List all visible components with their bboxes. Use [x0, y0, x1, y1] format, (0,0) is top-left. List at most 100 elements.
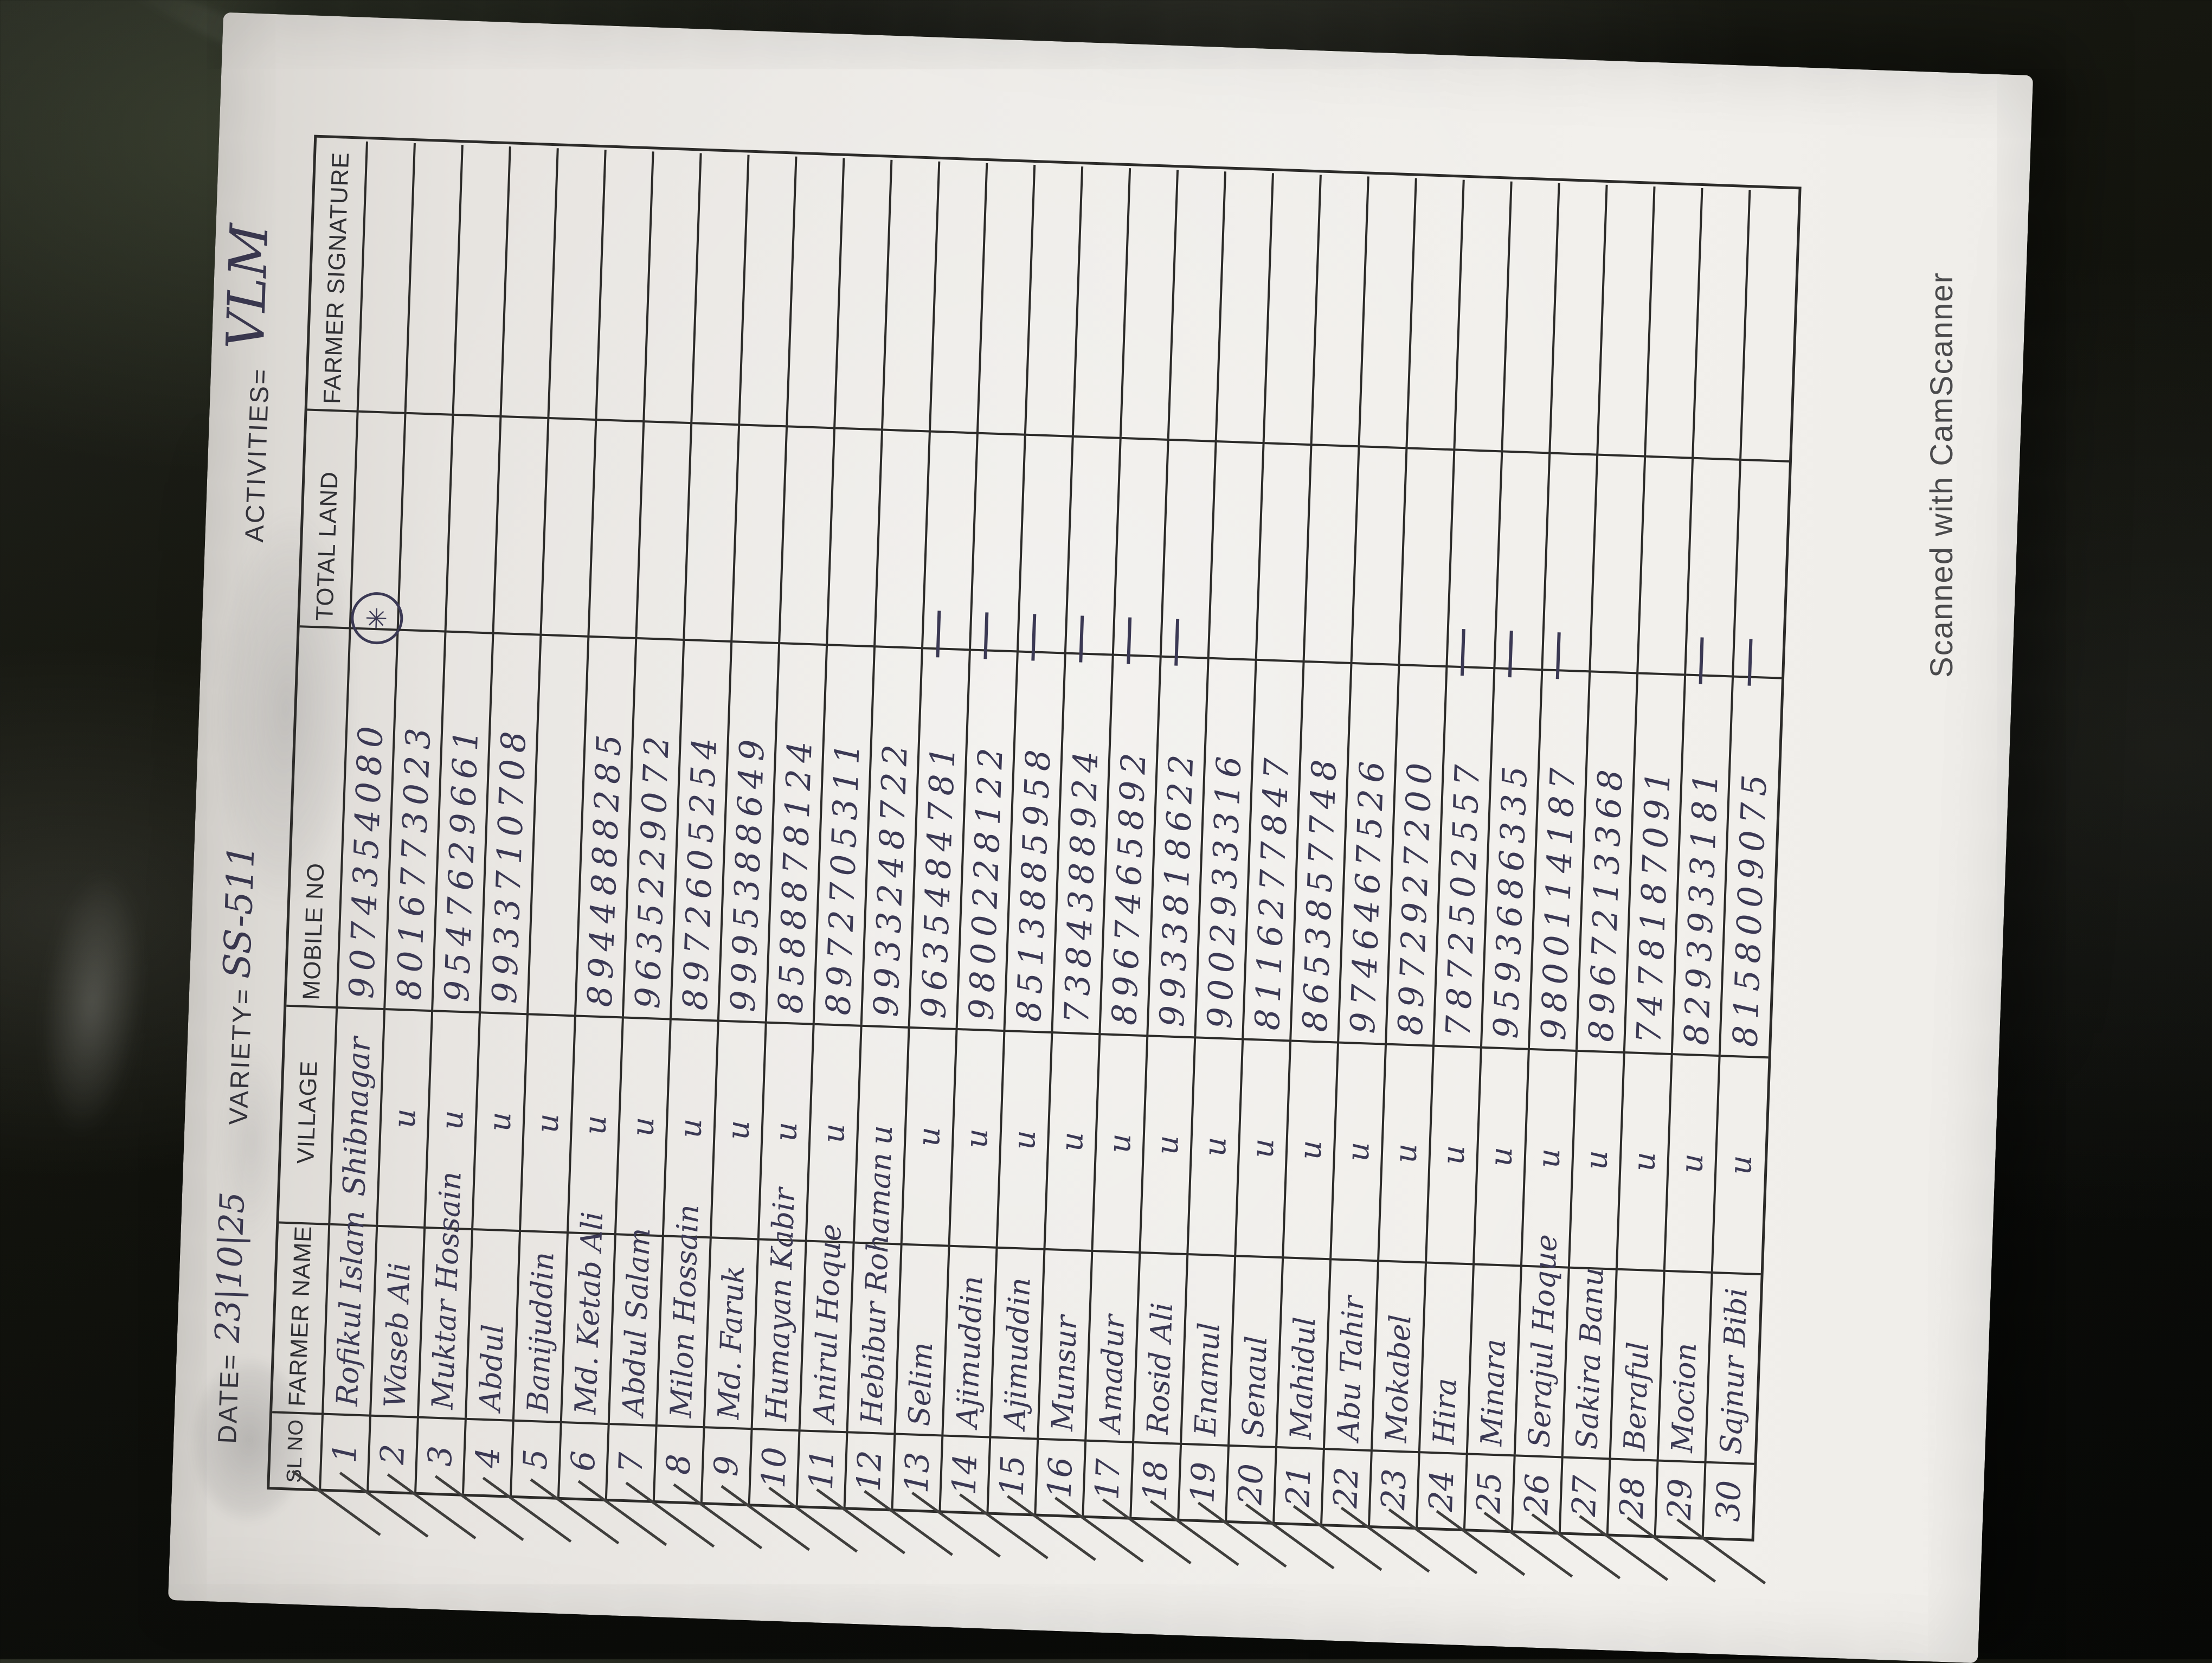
- sl-number: 3: [421, 1444, 460, 1467]
- tick-slash-mark: [911, 1492, 1001, 1558]
- activities-label: ACTIVITIES=: [240, 367, 275, 543]
- village-value: u: [1293, 1139, 1329, 1161]
- sl-number: 29: [1660, 1478, 1700, 1521]
- sl-number: 2: [373, 1443, 413, 1466]
- mobile-number: 8967465892: [1104, 746, 1154, 1026]
- sl-number: 30: [1709, 1479, 1749, 1523]
- village-value: u: [1578, 1150, 1615, 1171]
- variety-value: SS-511: [215, 844, 263, 979]
- tick-slash-mark: [1626, 1517, 1716, 1583]
- sl-number: 12: [850, 1449, 890, 1493]
- mobile-number: 9746467526: [1342, 754, 1392, 1035]
- village-value: u: [1245, 1138, 1281, 1159]
- village-value: u: [481, 1111, 518, 1132]
- col-header-farmer-signature: FARMER SIGNATURE: [307, 139, 368, 410]
- farmer-name: Rofikul Islam: [330, 1210, 371, 1407]
- sl-number: 22: [1327, 1466, 1366, 1509]
- sl-number: 16: [1040, 1456, 1081, 1499]
- mobile-number: 8293933181: [1676, 766, 1726, 1046]
- tick-slash-mark: [625, 1481, 715, 1548]
- farmer-name: Hira: [1426, 1377, 1463, 1445]
- farmer-name: Md. Faruk: [711, 1265, 751, 1420]
- table-body: 1 Rofikul Islam Shibnagar 9074354080 ✳ 2…: [291, 139, 1798, 1584]
- village-value: u: [1149, 1134, 1186, 1155]
- scanned-paper-page: DATE= 23|10|25 VARIETY= SS-511 ACTIVITIE…: [164, 12, 2034, 1663]
- tick-slash-mark: [1531, 1513, 1621, 1579]
- farmer-name: Abdul Salam: [615, 1227, 657, 1417]
- sl-number: 27: [1565, 1474, 1605, 1518]
- tick-slash-mark: [816, 1488, 906, 1555]
- village-value: u: [815, 1122, 852, 1144]
- village-value: u: [1483, 1146, 1520, 1167]
- sl-number: 28: [1612, 1476, 1652, 1519]
- mobile-number: 8158009075: [1725, 767, 1774, 1048]
- mobile-number: 8653857748: [1295, 752, 1345, 1033]
- farmer-name: Enamul: [1188, 1321, 1226, 1437]
- village-value: u: [387, 1108, 423, 1129]
- farmer-name: Sajnur Bibi: [1713, 1287, 1754, 1455]
- plastic-sheen-highlight: [2, 807, 182, 1199]
- village-value: u: [1435, 1144, 1472, 1166]
- village-value: u: [1531, 1148, 1567, 1169]
- farmer-name: Abdul: [472, 1324, 510, 1412]
- mobile-number: 9933710708: [484, 724, 534, 1005]
- sl-number: 19: [1184, 1461, 1223, 1504]
- sl-number: 14: [945, 1453, 985, 1496]
- village-value: u: [1626, 1151, 1662, 1172]
- tick-slash-mark: [1676, 1518, 1766, 1584]
- sl-number: 6: [564, 1450, 603, 1472]
- tick-slash-mark: [1340, 1506, 1430, 1573]
- sl-number: 17: [1088, 1457, 1128, 1501]
- farmer-name: Mokabel: [1378, 1314, 1418, 1443]
- tick-slash-mark: [1149, 1500, 1239, 1566]
- sl-number: 18: [1136, 1459, 1175, 1503]
- mobile-number: 9547629661: [436, 722, 486, 1003]
- tick-slash-mark: [577, 1480, 667, 1546]
- activities-value: VLM: [215, 223, 280, 351]
- mobile-number: 8972705311: [818, 735, 867, 1016]
- tick-slash-mark: [434, 1475, 524, 1541]
- farmer-name: Senaul: [1236, 1335, 1274, 1439]
- village-value: u: [625, 1116, 661, 1138]
- sl-number: 25: [1469, 1471, 1509, 1514]
- village-value: u: [577, 1114, 614, 1135]
- tick-slash-mark: [387, 1473, 477, 1539]
- tick-slash-mark: [1293, 1505, 1382, 1571]
- tick-slash-mark: [1245, 1503, 1335, 1570]
- sl-number: 20: [1231, 1463, 1271, 1506]
- tick-slash-mark: [530, 1478, 620, 1545]
- farmer-name: Beraful: [1617, 1341, 1655, 1452]
- mobile-number: 8967213368: [1580, 762, 1630, 1043]
- mobile-number: 9002933316: [1199, 749, 1249, 1030]
- village-value: u: [1387, 1142, 1424, 1164]
- mobile-number: 9933818622: [1152, 747, 1201, 1028]
- mobile-number: 9635484781: [913, 739, 963, 1019]
- mobile-number: 8972927200: [1390, 755, 1440, 1036]
- tick-slash-mark: [482, 1476, 572, 1543]
- mobile-number: 8116277847: [1247, 750, 1297, 1031]
- tick-slash-mark: [339, 1472, 429, 1538]
- sl-number: 4: [468, 1446, 508, 1469]
- mobile-number: 8588878124: [770, 734, 820, 1015]
- tick-slash-mark: [864, 1490, 953, 1556]
- farmer-name: Munsur: [1045, 1315, 1083, 1432]
- tick-slash-mark: [1436, 1510, 1526, 1576]
- farmer-name: Minara: [1474, 1338, 1512, 1447]
- sl-number: 15: [993, 1454, 1033, 1498]
- mobile-number: 7872502557: [1438, 757, 1488, 1038]
- village-value: u: [1102, 1133, 1138, 1154]
- village-value: u: [672, 1118, 709, 1139]
- tick-slash-mark: [768, 1486, 858, 1553]
- farmer-name: Ajimuddin: [997, 1276, 1037, 1430]
- mobile-number: 9635229072: [627, 729, 677, 1010]
- tick-slash-mark: [1054, 1497, 1144, 1563]
- date-label: DATE=: [213, 1352, 245, 1444]
- mobile-number: 8944888285: [580, 727, 629, 1008]
- village-value: u: [768, 1121, 804, 1142]
- sl-number: 7: [612, 1452, 651, 1474]
- mobile-number: 9933248722: [865, 737, 915, 1018]
- farmer-name: Selim: [902, 1341, 939, 1427]
- mobile-number: 8016773023: [389, 721, 439, 1001]
- mobile-number: 9800114187: [1533, 760, 1583, 1041]
- sl-number: 8: [659, 1453, 698, 1475]
